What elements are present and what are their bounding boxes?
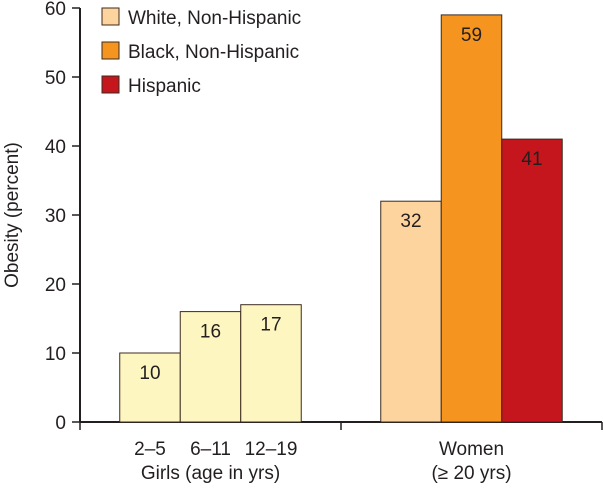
x-group-label: (≥ 20 yrs) (431, 463, 511, 484)
x-category-label: 12–19 (245, 439, 298, 460)
bars: 10 16 17 32 59 41 (119, 14, 563, 423)
y-tick-label: 50 (45, 68, 66, 89)
x-group-label: Girls (age in yrs) (141, 463, 280, 484)
bar-value-label: 59 (461, 25, 482, 46)
legend: White, Non-Hispanic Black, Non-Hispanic Hi… (101, 7, 301, 97)
y-axis-title: Obesity (percent) (2, 142, 23, 288)
x-category-label: 2–5 (134, 439, 166, 460)
y-tick-label: 60 (45, 0, 66, 20)
bar (119, 352, 181, 423)
y-tick-label: 40 (45, 137, 66, 158)
legend-label: Black, Non-Hispanic (128, 42, 299, 63)
x-category-label: 6–11 (190, 439, 231, 460)
y-tick-label: 10 (45, 344, 66, 365)
legend-swatch (101, 41, 120, 60)
bar (440, 14, 503, 423)
bar-value-label: 41 (521, 149, 542, 170)
legend-label: Hispanic (128, 76, 201, 97)
legend-label: White, Non-Hispanic (128, 8, 301, 29)
bar (380, 200, 442, 423)
bar-value-label: 17 (260, 315, 281, 336)
bar (501, 138, 563, 423)
bar-value-label: 32 (400, 211, 421, 232)
bar-value-label: 10 (139, 363, 160, 384)
bar (179, 311, 242, 423)
bar (240, 304, 302, 423)
x-axis-labels: 2–5 6–11 12–19 Girls (age in yrs) Women (≥ 20… (134, 439, 511, 484)
bar-value-label: 16 (200, 322, 221, 343)
legend-swatch (101, 7, 120, 26)
y-axis-title-group: Obesity (percent) (2, 142, 23, 288)
y-tick-label: 0 (55, 413, 66, 434)
legend-swatch (101, 75, 120, 94)
y-tick-label: 20 (45, 275, 66, 296)
x-group-label: Women (439, 439, 504, 460)
y-tick-label: 30 (45, 206, 66, 227)
